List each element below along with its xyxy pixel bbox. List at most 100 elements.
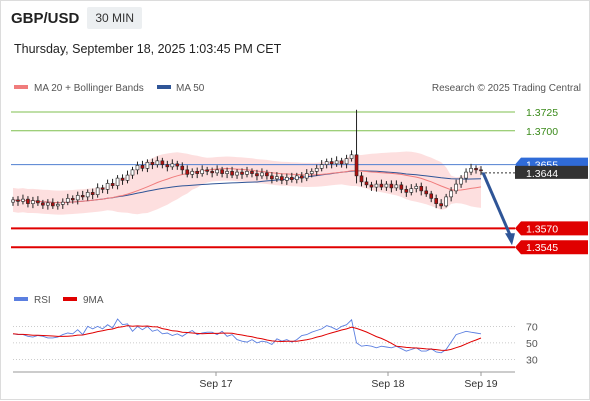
candle-body bbox=[51, 202, 55, 207]
candle-body bbox=[449, 190, 453, 198]
rsi-legend-swatch bbox=[14, 297, 28, 301]
candle-body bbox=[339, 160, 344, 165]
candle-body bbox=[409, 188, 414, 193]
ma20-legend-swatch bbox=[14, 85, 28, 89]
research-credit: Research © 2025 Trading Central bbox=[432, 83, 581, 94]
candle-body bbox=[384, 183, 389, 188]
time-axis: Sep 17 Sep 18 Sep 19 bbox=[13, 371, 515, 390]
candle-body bbox=[369, 184, 374, 188]
candle-body bbox=[354, 154, 359, 177]
time-label-0: Sep 17 bbox=[199, 378, 232, 390]
candle-body bbox=[309, 171, 314, 174]
candle-body bbox=[474, 168, 478, 171]
candle-body bbox=[36, 200, 40, 204]
symbol-label: GBP/USD bbox=[11, 9, 80, 27]
candle-body bbox=[115, 177, 120, 186]
candle-body bbox=[404, 189, 409, 193]
candle-body bbox=[275, 176, 279, 180]
candle-body bbox=[414, 186, 419, 189]
candle-body bbox=[270, 175, 274, 180]
candle-body bbox=[75, 195, 80, 201]
candle-body bbox=[205, 169, 209, 172]
ma20-legend-label: MA 20 + Bollinger Bands bbox=[34, 83, 144, 94]
candle-body bbox=[424, 190, 429, 195]
candle-body bbox=[125, 174, 130, 181]
candle-body bbox=[434, 198, 438, 204]
candle-body bbox=[230, 171, 234, 176]
candle-body bbox=[16, 199, 20, 202]
projection-arrow-head bbox=[505, 233, 515, 246]
bollinger-band bbox=[13, 151, 481, 215]
candle-body bbox=[464, 171, 468, 179]
candle-body bbox=[135, 165, 140, 171]
candle-body bbox=[359, 175, 364, 183]
candle-body bbox=[454, 183, 458, 192]
ma50-legend-label: MA 50 bbox=[176, 83, 205, 94]
candle-body bbox=[250, 171, 254, 174]
candle-body bbox=[399, 184, 404, 190]
timestamp: Thursday, September 18, 2025 1:03:45 PM … bbox=[14, 42, 282, 56]
candle-body bbox=[235, 171, 239, 176]
candle-body bbox=[255, 173, 259, 177]
candle-body bbox=[185, 169, 190, 175]
candle-body bbox=[459, 177, 463, 185]
candle-body bbox=[60, 201, 65, 205]
candle-body bbox=[364, 181, 369, 186]
candle-body bbox=[265, 172, 269, 177]
candle-body bbox=[11, 199, 15, 203]
candle-body bbox=[130, 169, 135, 176]
candle-body bbox=[210, 171, 214, 174]
resistance-label-1: 1.3700 bbox=[526, 126, 558, 138]
candle-body bbox=[195, 171, 200, 174]
rsi-ma-legend-label: 9MA bbox=[83, 295, 104, 306]
candle-body bbox=[41, 202, 45, 206]
candle-body bbox=[215, 169, 219, 174]
candle-body bbox=[180, 165, 185, 171]
candle-body bbox=[95, 187, 100, 195]
candle-body bbox=[155, 160, 160, 165]
candle-body bbox=[170, 163, 175, 168]
candle-body bbox=[319, 164, 324, 169]
candle-body bbox=[299, 175, 304, 179]
rsi-tick-30: 30 bbox=[526, 354, 538, 366]
candle-body bbox=[145, 162, 150, 169]
candle-body bbox=[419, 186, 424, 192]
candle-body bbox=[349, 154, 354, 159]
candle-body bbox=[429, 193, 434, 199]
candle-body bbox=[329, 161, 334, 165]
timeframe-badge[interactable]: 30 MIN bbox=[87, 7, 143, 29]
candle-body bbox=[65, 198, 70, 203]
resistance-label-0: 1.3725 bbox=[526, 107, 558, 119]
candle-body bbox=[260, 172, 264, 177]
rsi-plot-area: 70 50 30 bbox=[12, 318, 538, 366]
candle-body bbox=[389, 183, 394, 189]
candle-body bbox=[334, 160, 339, 165]
candle-body bbox=[379, 183, 384, 188]
rsi-line bbox=[12, 318, 482, 354]
last-price-label: 1.3644 bbox=[526, 168, 558, 180]
projection-arrow-shaft bbox=[481, 172, 513, 238]
candle-body bbox=[285, 177, 289, 181]
candle-body bbox=[394, 184, 399, 189]
candle-body bbox=[374, 183, 379, 188]
candle-body bbox=[21, 198, 25, 202]
support-tag-5 bbox=[515, 240, 588, 255]
time-label-2: Sep 19 bbox=[464, 378, 497, 390]
candle-body bbox=[165, 164, 170, 168]
candle-body bbox=[110, 183, 115, 186]
candle-body bbox=[220, 169, 224, 174]
rsi-legend-label: RSI bbox=[34, 295, 51, 306]
candle-body bbox=[46, 202, 50, 206]
candle-body bbox=[80, 195, 85, 198]
time-label-1: Sep 18 bbox=[371, 378, 404, 390]
candle-body bbox=[85, 192, 90, 198]
last-price-tag bbox=[515, 165, 588, 179]
candle-body bbox=[245, 171, 249, 175]
candle-body bbox=[444, 196, 448, 207]
candle-body bbox=[26, 198, 30, 204]
candle-body bbox=[290, 177, 294, 180]
candle-body bbox=[150, 162, 155, 165]
